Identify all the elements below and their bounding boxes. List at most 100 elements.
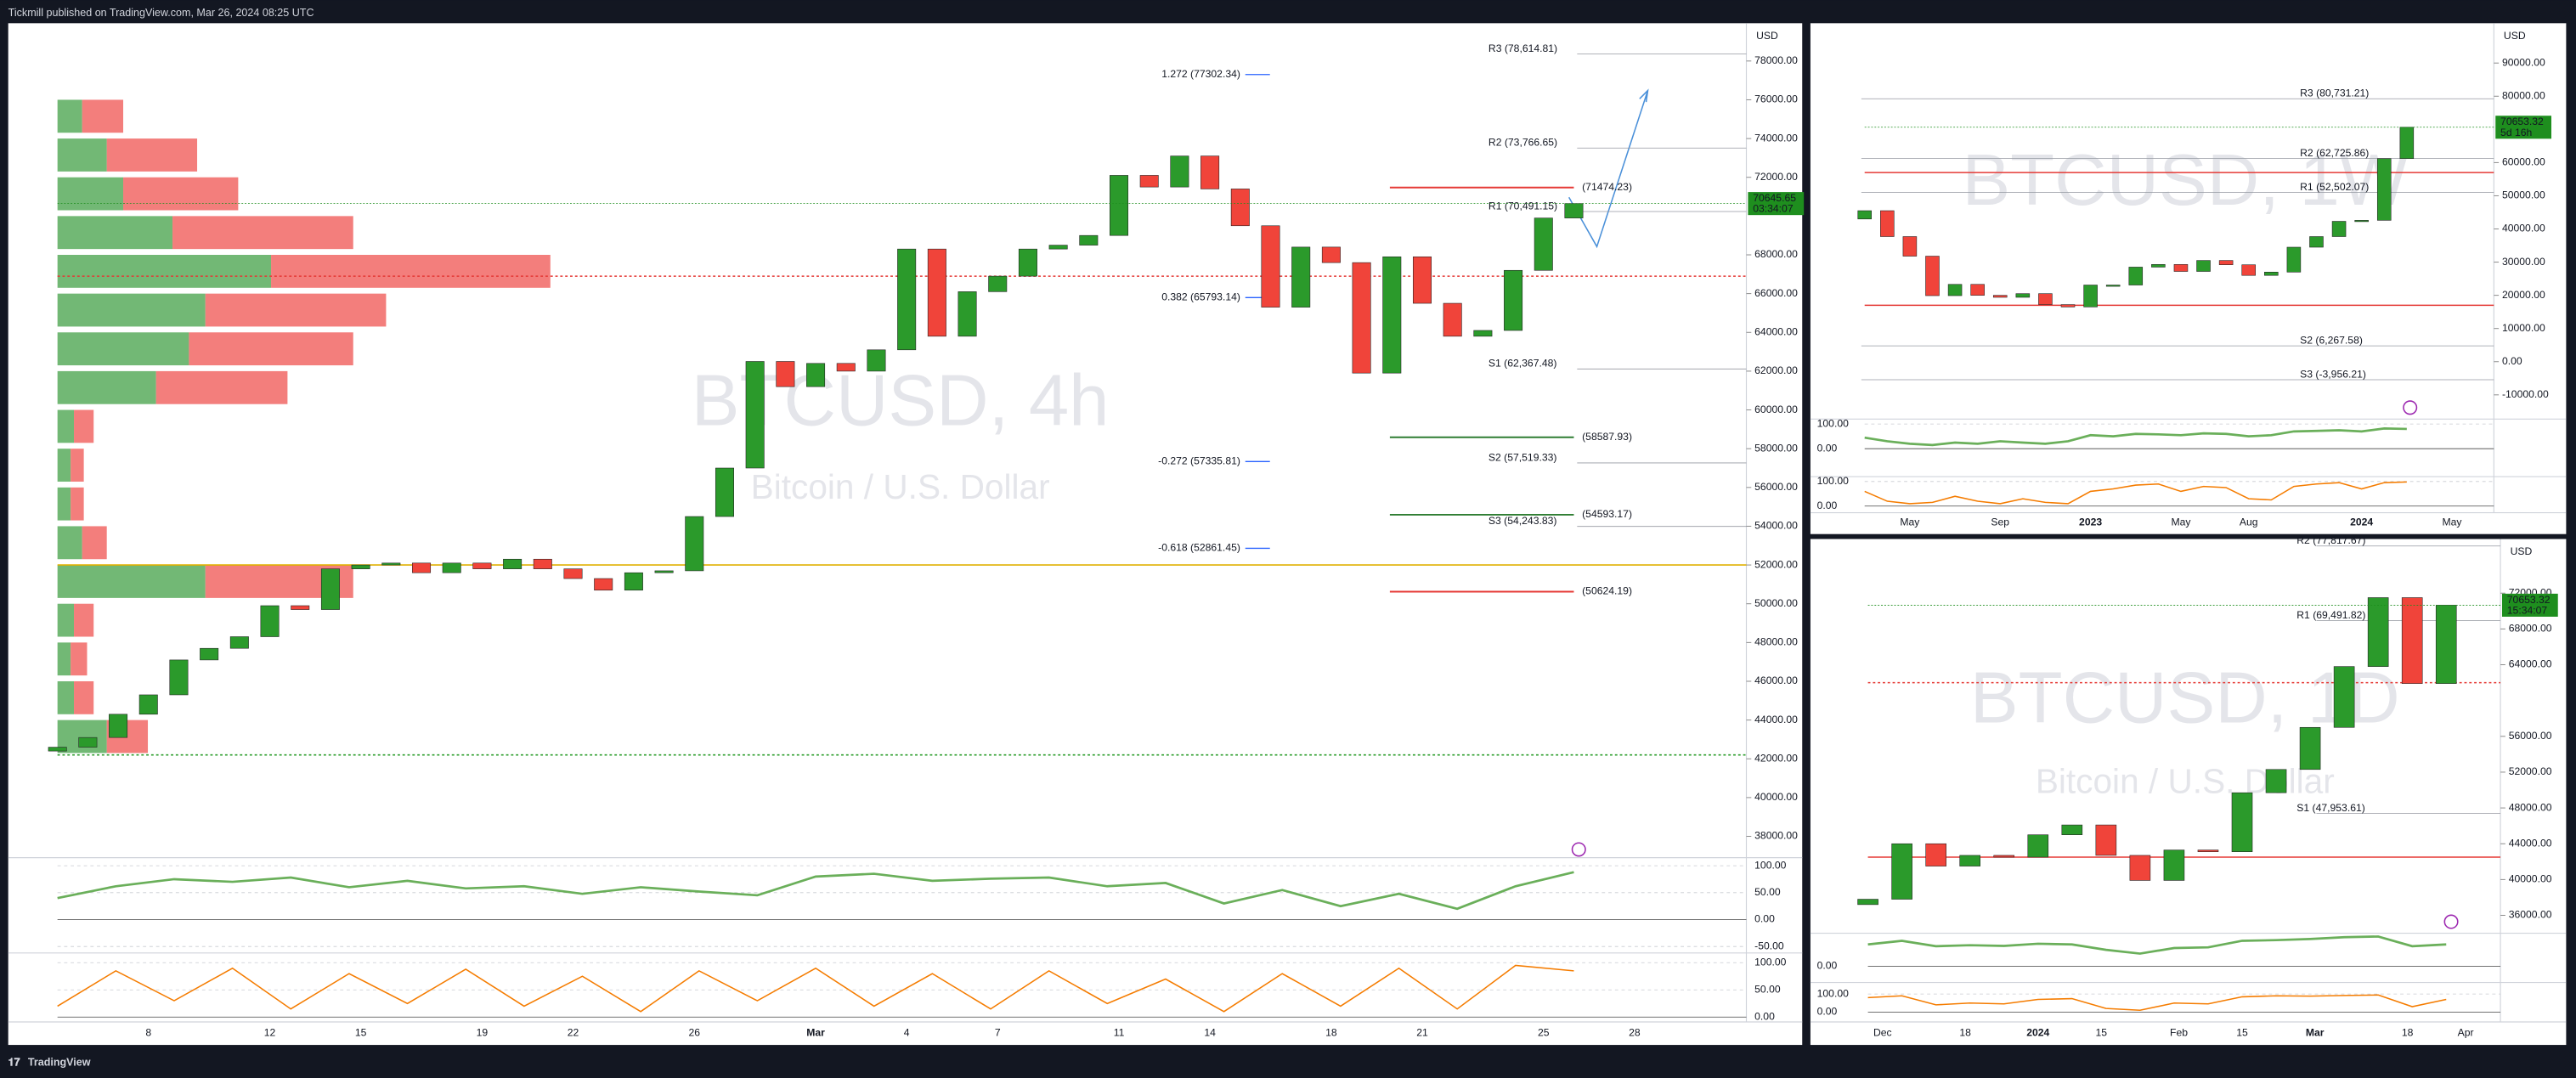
volume-buy (57, 177, 124, 211)
pivot-label: R1 (69,491.82) (2296, 609, 2365, 621)
volume-buy (57, 642, 71, 676)
y-tick-label: 40000.00 (2509, 873, 2552, 885)
candle (2128, 267, 2144, 285)
candle (2354, 220, 2369, 223)
candle (1048, 245, 1068, 250)
x-tick-label: 15 (2095, 1027, 2107, 1039)
x-tick-label: Mar (806, 1027, 825, 1039)
y-tick-label: 50000.00 (1754, 597, 1798, 609)
x-tick-label: 12 (264, 1027, 276, 1039)
alert-icons (1571, 400, 2459, 929)
y-tick-label: 72000.00 (1754, 171, 1798, 183)
pivot-label: R2 (73,766.65) (1489, 137, 1557, 149)
target-label: (71474.23) (1582, 181, 1632, 193)
candle (624, 572, 643, 591)
volume-buy (57, 370, 156, 404)
price-tag-countdown: 15:34:07 (2507, 604, 2548, 616)
candle (1261, 225, 1280, 308)
x-tick-label: Dec (1873, 1027, 1892, 1039)
x-tick-label: 15 (355, 1027, 367, 1039)
candle (2038, 293, 2053, 305)
candle (1139, 175, 1159, 188)
candle (2197, 849, 2219, 853)
y-tick-label: 64000.00 (1754, 325, 1798, 337)
candle (2061, 824, 2083, 835)
x-tick-label: 21 (1416, 1027, 1428, 1039)
y-tick-label: 60000.00 (2502, 156, 2545, 168)
footer-brand: TradingView (28, 1057, 91, 1069)
volume-buy (57, 487, 71, 521)
price-tag-label: 70653.32 (2500, 116, 2544, 127)
volume-buy (57, 254, 272, 288)
pivot-label: S2 (57,519.33) (1489, 451, 1557, 463)
y-tick-label: 74000.00 (1754, 132, 1798, 144)
currency-label: USD (2504, 30, 2526, 42)
candle (533, 558, 552, 569)
y-tick-label: 42000.00 (1754, 752, 1798, 764)
candle (1947, 284, 1963, 296)
candle (1504, 269, 1523, 331)
candle (442, 562, 461, 573)
oscillator-tick-label: -50.00 (1754, 940, 1784, 951)
candle (2401, 597, 2423, 684)
candle (1970, 284, 1985, 296)
candle (654, 570, 674, 573)
pivot-label: R3 (80,731.21) (2300, 87, 2369, 99)
chart-watermark: BTCUSD, 1D (1970, 658, 2400, 738)
y-tick-label: 50000.00 (2502, 189, 2545, 201)
candle (260, 605, 280, 637)
candle (1902, 236, 1918, 257)
oscillator-tick-label: 100.00 (1817, 475, 1849, 487)
volume-sell (71, 487, 84, 521)
candle (685, 516, 704, 572)
x-tick-label: 11 (1114, 1027, 1125, 1039)
candle (2027, 834, 2049, 858)
y-tick-label: 66000.00 (1754, 287, 1798, 299)
y-tick-label: 80000.00 (2502, 89, 2545, 101)
volume-sell (82, 99, 124, 133)
x-tick-label: 18 (1325, 1027, 1337, 1039)
oscillator-tick-label: 0.00 (1754, 913, 1775, 925)
candle (1857, 899, 1878, 906)
y-tick-label: 10000.00 (2502, 322, 2545, 334)
volume-buy (57, 293, 206, 327)
y-tick-label: 38000.00 (1754, 830, 1798, 842)
volume-sell (172, 216, 353, 250)
candle (2060, 304, 2076, 308)
candle (109, 714, 128, 738)
candle (2095, 824, 2117, 856)
arrow-head (1639, 88, 1649, 103)
y-tick-label: 78000.00 (1754, 54, 1798, 66)
volume-sell (123, 177, 239, 211)
oscillator-tick-label: 100.00 (1754, 859, 1786, 871)
x-tick-label: 18 (1959, 1027, 1971, 1039)
candle (897, 248, 917, 351)
y-tick-label: 48000.00 (1754, 636, 1798, 648)
candle (806, 363, 826, 387)
y-tick-label: 52000.00 (1754, 558, 1798, 570)
candle (836, 363, 856, 372)
volume-sell (189, 332, 353, 366)
volume-buy (57, 99, 82, 133)
y-tick-label: 46000.00 (1754, 674, 1798, 686)
currency-label: USD (1756, 30, 1778, 42)
oscillator-tick-label: 0.00 (1817, 442, 1838, 454)
volume-sell (155, 370, 288, 404)
x-tick-label: 26 (689, 1027, 701, 1039)
x-tick-label: 7 (995, 1027, 1001, 1039)
candle (1321, 246, 1341, 263)
volume-sell (74, 603, 94, 637)
pivot-label: R1 (52,502.07) (2300, 181, 2369, 193)
candle (1079, 234, 1099, 246)
candle (1110, 175, 1129, 236)
pivot-label: R1 (70,491.15) (1489, 200, 1557, 212)
currency-label: USD (2511, 545, 2533, 557)
volume-sell (71, 449, 84, 482)
candle (291, 605, 310, 610)
volume-buy (57, 409, 75, 443)
candle (1473, 330, 1493, 337)
x-tick-label: 2024 (2350, 516, 2373, 528)
